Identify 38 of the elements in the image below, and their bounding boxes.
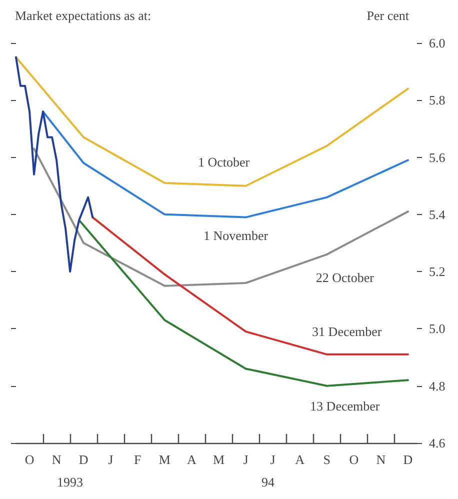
x-tick-label: M [212, 452, 225, 467]
y-tick-label: 5.0 [429, 321, 446, 336]
text: 1993 [57, 474, 83, 490]
line-series [78, 219, 409, 387]
line-series [15, 56, 94, 273]
chart-title: Market expectations as at: [15, 8, 152, 23]
x-tick-label: D [78, 452, 88, 467]
y-tick-label: 5.2 [429, 264, 446, 280]
y-tick-label: 4.8 [429, 378, 446, 394]
y-tick-label: 5.8 [429, 92, 446, 108]
series-label: 13 December [310, 398, 380, 414]
x-tick-label: N [376, 452, 386, 467]
line-series [92, 216, 409, 356]
series-label: 1 November [203, 228, 269, 243]
text: 94 [262, 474, 275, 490]
y-tick-label: 4.6 [429, 436, 446, 450]
x-tick-label: A [187, 452, 198, 467]
line-series [15, 56, 409, 187]
y-axis-title: Per cent [366, 8, 410, 23]
x-tick-label: J [108, 452, 114, 467]
series-label: 1 October [198, 154, 250, 170]
x-tick-label: M [158, 452, 171, 467]
series-label: 22 October [316, 270, 375, 285]
x-tick-label: D [403, 452, 413, 467]
x-tick-label: N [52, 452, 62, 467]
x-tick-label: S [323, 452, 331, 467]
x-tick-label: A [295, 452, 306, 467]
x-tick-label: O [349, 452, 359, 467]
y-tick-label: 5.6 [429, 150, 446, 165]
y-tick-label: 5.4 [429, 206, 446, 222]
y-tick-label: 6.0 [429, 36, 446, 50]
x-tick-label: O [24, 452, 34, 467]
x-tick-label: J [243, 452, 248, 467]
line-series [33, 148, 409, 287]
series-label: 31 December [312, 324, 382, 339]
x-tick-label: J [270, 452, 276, 467]
x-tick-label: F [134, 452, 142, 467]
line-series [42, 110, 409, 218]
